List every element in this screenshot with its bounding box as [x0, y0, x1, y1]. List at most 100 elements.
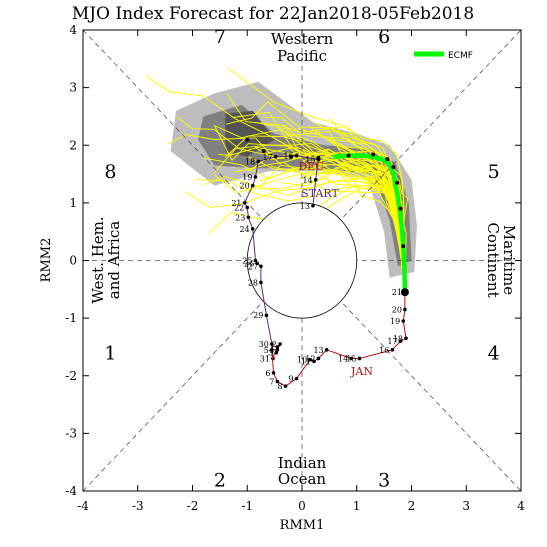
- ensemble-member-line: [248, 156, 406, 293]
- y-tick-label: -1: [65, 311, 77, 325]
- observed-jan-day-label: 8: [277, 382, 282, 391]
- observed-jan-point: [274, 350, 279, 355]
- observed-dec-point: [259, 264, 263, 269]
- observed-jan-day-label: 6: [265, 369, 270, 378]
- phase-number: 4: [488, 343, 500, 365]
- unit-circle: [246, 202, 358, 319]
- observed-jan-point: [283, 384, 288, 388]
- observed-dec-day-label: 17: [263, 153, 273, 162]
- y-tick-label: 4: [69, 23, 77, 37]
- observed-jan-day-label: 14: [338, 354, 348, 363]
- observed-jan-point: [278, 342, 282, 346]
- observed-jan-point: [401, 319, 406, 323]
- observed-dec-point: [242, 201, 247, 205]
- y-tick-label: -4: [65, 484, 77, 498]
- observed-dec-point: [245, 205, 250, 210]
- ecmf-forecast-point: [391, 165, 396, 170]
- y-tick-label: 1: [69, 196, 77, 210]
- start-label: START: [301, 187, 339, 200]
- observed-jan-point: [294, 376, 299, 381]
- observed-jan-day-label: 11: [301, 357, 311, 366]
- phase-number: 7: [214, 26, 226, 48]
- observed-jan-point: [275, 345, 280, 349]
- observed-dec-point: [253, 175, 258, 179]
- observed-jan-day-label: 7: [269, 378, 274, 387]
- x-tick-label: 1: [353, 499, 361, 513]
- observed-dec-point: [313, 178, 318, 182]
- region-bottom-line1: Indian: [278, 454, 327, 472]
- ecmf-forecast-line: [332, 153, 408, 295]
- observed-jan-day-label: 3: [268, 349, 273, 358]
- x-tick-label: 3: [462, 499, 470, 513]
- legend: ECMF: [414, 51, 473, 61]
- ecmf-forecast-point: [346, 153, 351, 158]
- ecmf-forecast-point: [261, 149, 266, 154]
- y-tick-label: 3: [69, 81, 77, 95]
- y-tick-label: -2: [65, 369, 77, 383]
- ecmf-forecast-point: [401, 244, 406, 249]
- observed-dec-point: [270, 342, 274, 346]
- ecmf-forecast-point: [395, 180, 400, 185]
- observed-jan-day-label: 16: [379, 346, 389, 355]
- y-axis-label: RMM2: [39, 238, 54, 283]
- observed-dec-point: [250, 227, 255, 231]
- observed-jan-day-label: 17: [387, 337, 397, 346]
- observed-jan-day-label: 9: [288, 375, 293, 384]
- legend-ecmf-label: ECMF: [448, 51, 473, 61]
- observed-dec-point: [259, 280, 263, 285]
- ecmf-forecast-point: [371, 152, 376, 157]
- x-tick-label: -2: [187, 499, 199, 513]
- observed-dec-day-label: 27: [248, 262, 258, 271]
- dec-label: DEC: [298, 160, 323, 173]
- ecmf-forecast-point: [316, 155, 321, 160]
- observed-jan-day-label: 2: [272, 340, 277, 349]
- observed-dec-day-label: 13: [300, 202, 310, 211]
- region-top-line1: Western: [271, 30, 334, 48]
- region-top-line2: Pacific: [277, 47, 327, 65]
- observed-dec-point: [250, 183, 255, 188]
- observed-dec-day-label: 24: [240, 225, 250, 234]
- region-left-line2: and Africa: [105, 221, 123, 299]
- observed-jan-day-label: 15: [346, 354, 356, 363]
- x-tick-label: 2: [408, 499, 416, 513]
- observed-jan-point: [390, 348, 395, 352]
- observed-dec-day-label: 30: [259, 340, 269, 349]
- observed-jan-point: [275, 379, 280, 384]
- observed-trajectory: 1314151617181920212223242526272829303112…: [231, 152, 408, 391]
- observed-dec-point: [253, 258, 258, 263]
- x-tick-label: -4: [77, 499, 89, 513]
- region-left-line1: West. Hem.: [89, 216, 107, 303]
- observed-jan-day-label: 20: [392, 305, 402, 314]
- x-axis-label: RMM1: [280, 518, 325, 533]
- y-tick-label: -3: [65, 426, 77, 440]
- observed-dec-point: [255, 261, 259, 266]
- observed-jan-point: [324, 348, 329, 352]
- observed-dec-day-label: 15: [305, 156, 315, 165]
- ecmf-forecast: [245, 137, 409, 297]
- x-tick-label: -3: [132, 499, 144, 513]
- observed-jan-day-label: 21: [392, 288, 402, 297]
- observed-dec-day-label: 23: [235, 213, 245, 222]
- phase-number: 2: [214, 469, 226, 491]
- ecmf-forecast-point: [385, 157, 390, 162]
- phase-number: 8: [104, 161, 116, 183]
- observed-dec-point: [294, 153, 299, 158]
- region-bottom-line2: Ocean: [278, 470, 327, 488]
- chart-title: MJO Index Forecast for 22Jan2018-05Feb20…: [72, 4, 474, 24]
- observed-dec-day-label: 19: [242, 173, 252, 182]
- region-right-line1: Maritime: [500, 225, 518, 295]
- x-tick-label: 4: [517, 499, 525, 513]
- observed-jan-day-label: 5: [264, 346, 269, 355]
- observed-jan-point: [312, 359, 316, 364]
- forecast-start-marker: [400, 288, 409, 297]
- phase-number: 5: [488, 161, 500, 183]
- region-right-line2: Continent: [484, 222, 502, 297]
- observed-jan-point: [398, 339, 403, 343]
- observed-dec-day-label: 21: [231, 199, 241, 208]
- observed-dec-day-label: 31: [260, 354, 270, 363]
- observed-dec-day-label: 14: [303, 176, 313, 185]
- ecmf-forecast-point: [289, 154, 294, 159]
- observed-jan-point: [308, 357, 313, 362]
